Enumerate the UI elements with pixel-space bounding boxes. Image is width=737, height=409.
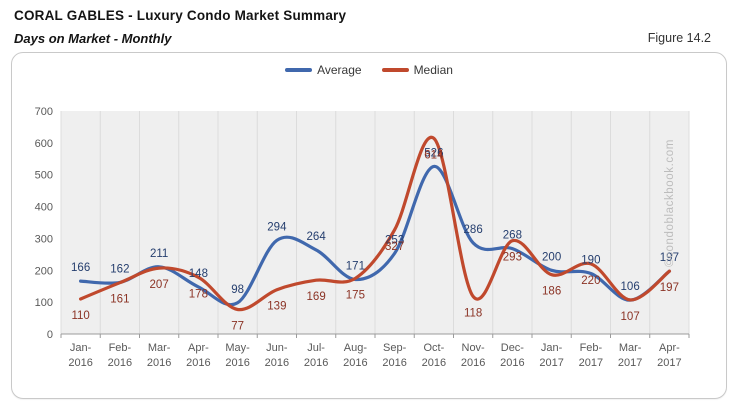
series-line-median xyxy=(79,135,671,312)
data-label-median: 293 xyxy=(503,252,522,264)
data-label-median: 77 xyxy=(231,320,244,332)
data-label-median: 169 xyxy=(307,291,326,303)
x-axis-label: Jan-2017 xyxy=(539,342,563,369)
x-axis-label: Aug-2016 xyxy=(343,342,367,369)
data-label-average: 190 xyxy=(581,254,600,266)
data-label-median: 220 xyxy=(581,275,600,287)
x-axis-label: Nov-2016 xyxy=(461,342,485,369)
y-axis-label: 100 xyxy=(35,297,53,309)
x-axis-label: Oct-2016 xyxy=(422,342,446,369)
chart-subtitle: Days on Market - Monthly xyxy=(14,31,172,46)
y-axis-label: 0 xyxy=(47,329,53,341)
page-title: CORAL GABLES - Luxury Condo Market Summa… xyxy=(14,8,347,23)
x-axis-label: Jul-2016 xyxy=(304,342,328,369)
data-label-average: 148 xyxy=(189,268,208,280)
data-label-median: 161 xyxy=(110,294,129,306)
data-label-average: 264 xyxy=(307,231,327,243)
x-axis-label: Feb-2016 xyxy=(108,342,132,369)
data-label-average: 171 xyxy=(346,261,365,273)
data-label-average: 200 xyxy=(542,251,561,263)
data-label-average: 98 xyxy=(231,284,244,296)
data-label-median: 139 xyxy=(267,301,286,313)
data-label-average: 526 xyxy=(424,147,443,159)
figure-number: Figure 14.2 xyxy=(647,31,711,45)
x-axis-label: Jun-2016 xyxy=(265,342,289,369)
legend-label-median: Median xyxy=(413,63,453,77)
data-label-average: 211 xyxy=(150,248,168,260)
y-axis-label: 200 xyxy=(35,265,53,277)
data-label-average: 253 xyxy=(385,234,404,246)
x-axis-label: Dec-2016 xyxy=(500,342,524,369)
y-axis-label: 500 xyxy=(35,170,53,182)
chart-plot: 0 100 200 300 400 500 600 700 Jan-2016 Feb-2016 Ma… xyxy=(35,106,690,369)
data-label-average: 106 xyxy=(621,281,640,293)
x-axis-label: Jan-2016 xyxy=(68,342,92,369)
x-axis-label: Mar-2016 xyxy=(147,342,171,369)
data-label-average: 286 xyxy=(464,224,483,236)
legend-label-average: Average xyxy=(317,63,362,77)
data-label-average: 166 xyxy=(71,262,90,274)
data-label-median: 175 xyxy=(346,289,365,301)
x-axis-label: Apr-2017 xyxy=(657,342,681,369)
data-label-median: 186 xyxy=(542,286,561,298)
y-axis-label: 700 xyxy=(35,106,53,118)
data-label-median: 178 xyxy=(189,288,208,300)
x-axis-label: Apr-2016 xyxy=(186,342,210,369)
data-label-average: 162 xyxy=(110,263,129,275)
watermark: ©condoblackbook.com xyxy=(664,139,676,267)
x-axis-label: Feb-2017 xyxy=(579,342,603,369)
chart-frame: Average Median 0 100 200 300 400 500 600 700 Jan… xyxy=(11,52,727,399)
data-label-median: 614 xyxy=(424,149,444,161)
data-label-median: 327 xyxy=(385,241,404,253)
data-label-median: 110 xyxy=(71,310,89,322)
data-label-average: 197 xyxy=(660,252,679,264)
data-label-average: 268 xyxy=(503,230,522,242)
y-axis-label: 600 xyxy=(35,138,53,150)
data-label-median: 197 xyxy=(660,282,679,294)
data-label-median: 118 xyxy=(464,307,482,319)
legend-item-average: Average xyxy=(285,63,362,77)
x-axis-label: May-2016 xyxy=(225,342,250,369)
legend-item-median: Median xyxy=(381,63,453,77)
median-line-swatch xyxy=(381,68,409,72)
y-axis-label: 400 xyxy=(35,202,53,214)
x-axis-label: Mar-2017 xyxy=(618,342,642,369)
data-label-median: 107 xyxy=(621,311,640,323)
average-line-swatch xyxy=(285,68,313,72)
y-axis-label: 300 xyxy=(35,233,53,245)
x-axis-label: Sep-2016 xyxy=(382,342,406,369)
data-label-median: 207 xyxy=(150,279,169,291)
chart-legend: Average Median xyxy=(12,63,726,77)
data-label-average: 294 xyxy=(267,221,287,233)
